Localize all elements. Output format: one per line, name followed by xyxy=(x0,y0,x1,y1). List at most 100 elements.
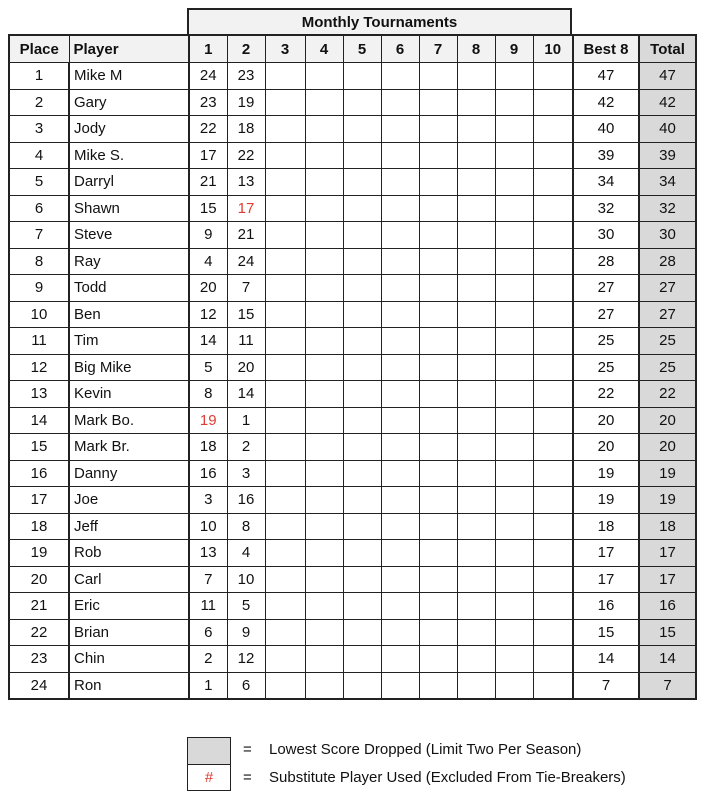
best8-cell: 32 xyxy=(572,194,640,222)
player-cell: Gary xyxy=(68,88,190,116)
best8-cell: 17 xyxy=(572,539,640,567)
score-cell-month-8 xyxy=(456,62,496,90)
player-cell: Danny xyxy=(68,459,190,487)
place-cell: 21 xyxy=(8,592,70,620)
total-cell: 47 xyxy=(638,62,697,90)
score-cell-month-7 xyxy=(418,380,458,408)
best8-cell: 20 xyxy=(572,433,640,461)
score-cell-month-8 xyxy=(456,486,496,514)
score-cell-month-9 xyxy=(494,274,534,302)
score-cell-month-3 xyxy=(264,221,306,249)
score-cell-month-10 xyxy=(532,221,574,249)
score-cell-month-7 xyxy=(418,671,458,700)
place-cell: 12 xyxy=(8,353,70,381)
score-cell-month-9 xyxy=(494,221,534,249)
score-cell-month-3 xyxy=(264,194,306,222)
score-cell-month-1: 1 xyxy=(188,671,228,700)
score-cell-month-1: 10 xyxy=(188,512,228,540)
score-cell-month-1: 12 xyxy=(188,300,228,328)
score-cell-month-6 xyxy=(380,565,420,593)
score-cell-month-1: 22 xyxy=(188,115,228,143)
score-cell-month-9 xyxy=(494,380,534,408)
col-header-month-6: 6 xyxy=(380,34,420,63)
table-row: 23 Chin 2 12 14 14 xyxy=(8,645,697,673)
total-cell: 15 xyxy=(638,618,697,646)
score-cell-month-1: 24 xyxy=(188,62,228,90)
score-cell-month-2: 13 xyxy=(226,168,266,196)
score-cell-month-4 xyxy=(304,486,344,514)
col-header-month-4: 4 xyxy=(304,34,344,63)
score-cell-month-8 xyxy=(456,592,496,620)
score-cell-month-4 xyxy=(304,459,344,487)
place-cell: 8 xyxy=(8,247,70,275)
score-cell-month-8 xyxy=(456,194,496,222)
player-cell: Eric xyxy=(68,592,190,620)
score-cell-month-5 xyxy=(342,565,382,593)
place-cell: 22 xyxy=(8,618,70,646)
table-row: 8 Ray 4 24 28 28 xyxy=(8,247,697,275)
substitute-swatch: # xyxy=(187,764,231,791)
score-cell-month-4 xyxy=(304,406,344,434)
standings-table: Place Player 1 2 3 4 5 6 7 8 9 10 Best 8 Total 1 Mik… xyxy=(8,34,697,700)
score-cell-month-7 xyxy=(418,565,458,593)
score-cell-month-9 xyxy=(494,406,534,434)
score-cell-month-6 xyxy=(380,380,420,408)
best8-cell: 28 xyxy=(572,247,640,275)
score-cell-month-6 xyxy=(380,592,420,620)
score-cell-month-7 xyxy=(418,141,458,169)
player-cell: Steve xyxy=(68,221,190,249)
score-cell-month-8 xyxy=(456,274,496,302)
score-cell-month-2: 15 xyxy=(226,300,266,328)
score-cell-month-7 xyxy=(418,512,458,540)
legend-equals: = xyxy=(243,741,252,758)
score-cell-month-2: 21 xyxy=(226,221,266,249)
score-cell-month-10 xyxy=(532,406,574,434)
score-cell-month-2: 5 xyxy=(226,592,266,620)
player-cell: Chin xyxy=(68,645,190,673)
player-cell: Todd xyxy=(68,274,190,302)
score-cell-month-9 xyxy=(494,618,534,646)
score-cell-month-6 xyxy=(380,671,420,700)
table-row: 14 Mark Bo. 19 1 20 20 xyxy=(8,406,697,434)
player-cell: Mark Bo. xyxy=(68,406,190,434)
score-cell-month-6 xyxy=(380,194,420,222)
monthly-tournaments-header: Monthly Tournaments xyxy=(187,8,572,34)
score-cell-month-9 xyxy=(494,353,534,381)
score-cell-month-2: 14 xyxy=(226,380,266,408)
score-cell-month-7 xyxy=(418,221,458,249)
player-cell: Mike M xyxy=(68,62,190,90)
score-cell-month-3 xyxy=(264,512,306,540)
score-cell-month-3 xyxy=(264,406,306,434)
best8-cell: 16 xyxy=(572,592,640,620)
col-header-month-7: 7 xyxy=(418,34,458,63)
col-header-month-3: 3 xyxy=(264,34,306,63)
best8-cell: 39 xyxy=(572,141,640,169)
player-cell: Darryl xyxy=(68,168,190,196)
score-cell-month-7 xyxy=(418,539,458,567)
player-cell: Rob xyxy=(68,539,190,567)
score-cell-month-2: 9 xyxy=(226,618,266,646)
score-cell-month-1: 7 xyxy=(188,565,228,593)
best8-cell: 27 xyxy=(572,274,640,302)
score-cell-month-8 xyxy=(456,645,496,673)
best8-cell: 22 xyxy=(572,380,640,408)
total-cell: 30 xyxy=(638,221,697,249)
score-cell-month-9 xyxy=(494,88,534,116)
score-cell-month-7 xyxy=(418,88,458,116)
score-cell-month-9 xyxy=(494,115,534,143)
score-cell-month-10 xyxy=(532,671,574,700)
place-cell: 7 xyxy=(8,221,70,249)
col-header-best8: Best 8 xyxy=(572,34,640,63)
table-row: 21 Eric 11 5 16 16 xyxy=(8,592,697,620)
player-cell: Ben xyxy=(68,300,190,328)
col-header-total: Total xyxy=(638,34,697,63)
total-cell: 34 xyxy=(638,168,697,196)
score-cell-month-5 xyxy=(342,618,382,646)
score-cell-month-4 xyxy=(304,327,344,355)
score-cell-month-3 xyxy=(264,115,306,143)
score-cell-month-6 xyxy=(380,618,420,646)
player-cell: Shawn xyxy=(68,194,190,222)
score-cell-month-5 xyxy=(342,115,382,143)
total-cell: 19 xyxy=(638,486,697,514)
table-row: 3 Jody 22 18 40 40 xyxy=(8,115,697,143)
